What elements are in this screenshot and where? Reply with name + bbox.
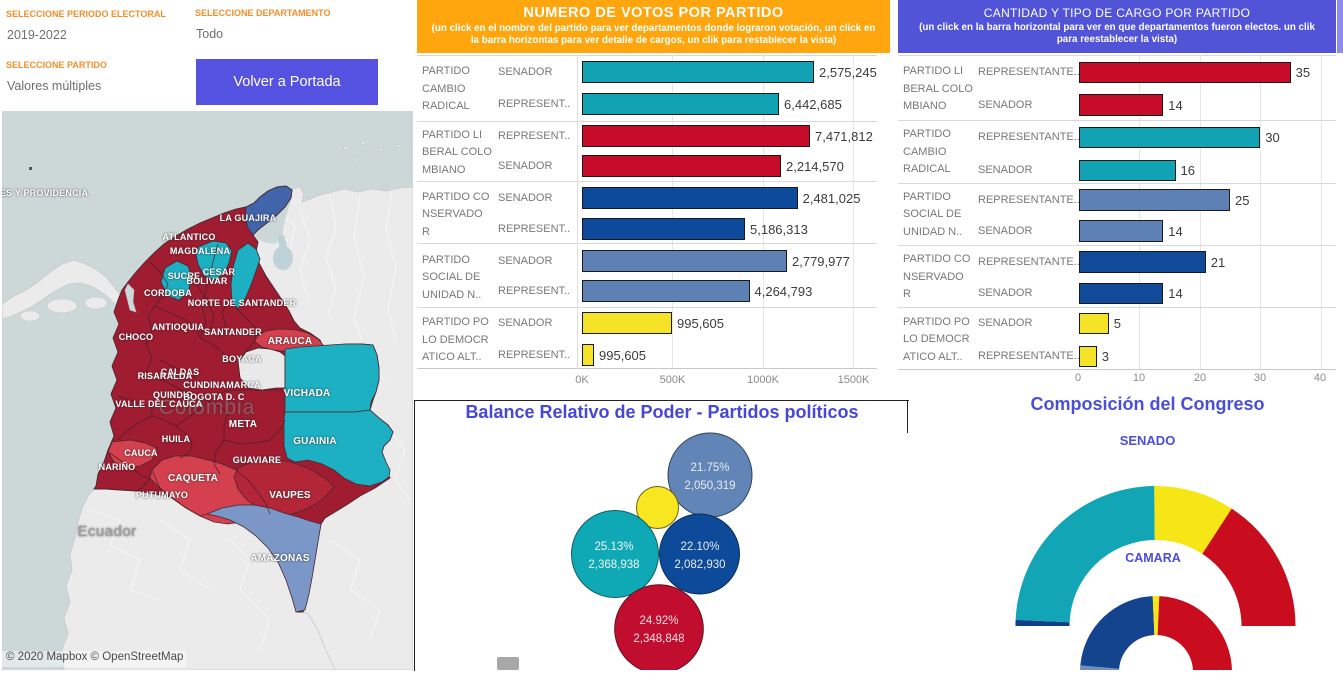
svg-text:2,050,319: 2,050,319 <box>684 480 735 492</box>
svg-text:CESAR: CESAR <box>203 267 236 277</box>
svg-text:CUNDINAMARCA: CUNDINAMARCA <box>183 380 261 390</box>
svg-text:VICHADA: VICHADA <box>284 388 331 399</box>
svg-text:2,082,930: 2,082,930 <box>674 559 725 571</box>
svg-text:BOLIVAR: BOLIVAR <box>186 276 228 286</box>
svg-text:22.10%: 22.10% <box>680 541 719 553</box>
svg-text:PUTUMAYO: PUTUMAYO <box>136 490 188 500</box>
svg-text:AMAZONAS: AMAZONAS <box>250 553 310 564</box>
svg-text:SUCRE: SUCRE <box>168 271 201 281</box>
svg-text:ES Y PROVIDENCIA: ES Y PROVIDENCIA <box>2 188 88 198</box>
svg-text:Colombia: Colombia <box>159 396 256 419</box>
svg-text:VALLE DEL CAUCA: VALLE DEL CAUCA <box>115 399 202 409</box>
svg-text:CALDAS: CALDAS <box>161 367 200 377</box>
svg-text:BOGOTA D. C: BOGOTA D. C <box>183 392 244 402</box>
svg-text:RISARALDA: RISARALDA <box>138 371 193 381</box>
svg-text:META: META <box>229 419 257 430</box>
svg-text:VAUPES: VAUPES <box>269 490 311 501</box>
svg-text:CORDOBA: CORDOBA <box>144 288 192 298</box>
svg-text:ATLANTICO: ATLANTICO <box>162 232 215 242</box>
svg-text:BOYACA: BOYACA <box>222 354 262 364</box>
svg-text:CAQUETA: CAQUETA <box>168 473 218 484</box>
svg-text:MAGDALENA: MAGDALENA <box>170 246 231 256</box>
svg-text:25.13%: 25.13% <box>594 541 633 553</box>
svg-text:24.92%: 24.92% <box>639 615 678 627</box>
svg-text:ANTIOQUIA: ANTIOQUIA <box>152 322 205 332</box>
svg-text:HUILA: HUILA <box>162 434 191 444</box>
svg-text:CAUCA: CAUCA <box>124 448 158 458</box>
svg-text:2,368,938: 2,368,938 <box>588 559 639 571</box>
svg-text:GUAVIARE: GUAVIARE <box>233 455 281 465</box>
svg-text:NORTE DE SANTANDER: NORTE DE SANTANDER <box>188 298 297 308</box>
svg-text:Ecuador: Ecuador <box>77 523 136 540</box>
svg-text:CAMARA: CAMARA <box>1125 551 1181 565</box>
svg-text:QUINDIO: QUINDIO <box>153 390 193 400</box>
svg-text:SANTANDER: SANTANDER <box>204 327 262 337</box>
svg-text:CHOCO: CHOCO <box>119 332 154 342</box>
svg-text:2,348,848: 2,348,848 <box>633 633 684 645</box>
svg-text:21.75%: 21.75% <box>690 462 729 474</box>
svg-text:LA GUAJIRA: LA GUAJIRA <box>220 213 277 223</box>
svg-text:GUAINIA: GUAINIA <box>293 436 337 447</box>
svg-text:NARIÑO: NARIÑO <box>99 462 136 472</box>
svg-text:ARAUCA: ARAUCA <box>268 336 313 347</box>
